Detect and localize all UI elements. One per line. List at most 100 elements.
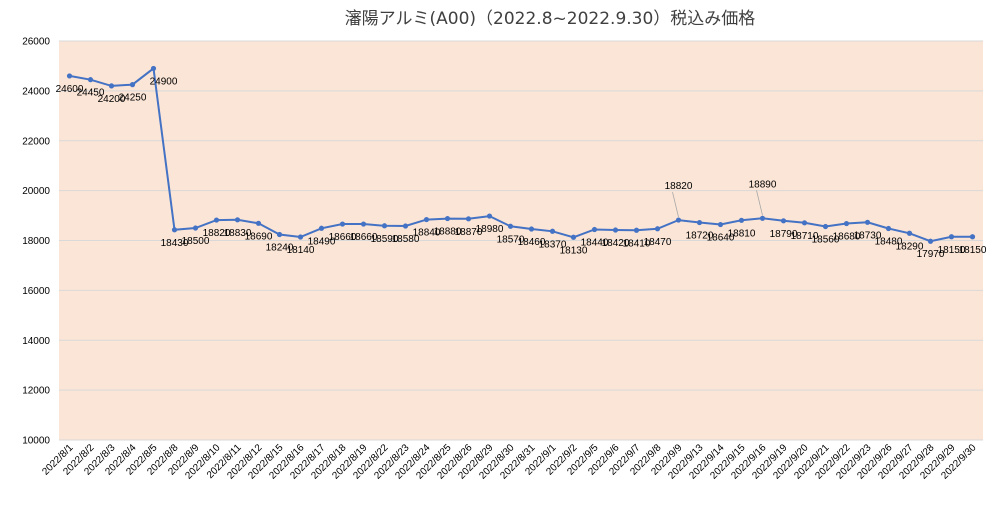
y-axis: 10000 12000 14000 16000 18000 20000 22000 24000… (22, 37, 50, 447)
data-point (381, 223, 388, 229)
data-point (948, 234, 955, 240)
data-point (633, 227, 640, 233)
data-label: 18720 (686, 231, 714, 242)
data-point (66, 73, 73, 79)
leader-line (672, 191, 679, 218)
data-label: 24900 (150, 76, 178, 87)
data-point (927, 238, 934, 244)
data-label: 18570 (497, 234, 525, 245)
data-label: 24600 (56, 84, 84, 95)
data-label: 24450 (77, 88, 105, 99)
data-point (318, 225, 325, 231)
data-point (549, 228, 556, 234)
data-label: 18500 (182, 236, 210, 247)
data-points (66, 65, 976, 244)
data-point (696, 219, 703, 226)
y-tick-label: 18000 (22, 236, 50, 247)
data-point (108, 83, 115, 89)
data-label: 18430 (161, 238, 189, 249)
series-line (69, 66, 973, 243)
data-point (486, 213, 493, 219)
data-label: 18810 (728, 228, 756, 239)
data-label: 18660 (350, 232, 378, 243)
data-point (654, 226, 661, 232)
chart-title: 瀋陽アルミ(A00)（2022.8~2022.9.30）税込み価格 (345, 9, 756, 29)
data-label: 18490 (308, 236, 336, 247)
data-point (213, 217, 220, 223)
data-point (906, 230, 913, 236)
data-label: 18820 (203, 228, 231, 239)
data-label: 18290 (896, 241, 924, 252)
data-label: 18640 (707, 233, 735, 244)
data-point (780, 218, 787, 224)
x-axis: 2022/8/12022/8/22022/8/32022/8/42022/8/5… (40, 442, 979, 482)
y-tick-label: 10000 (22, 436, 50, 447)
data-label: 18840 (413, 228, 441, 239)
data-label: 18870 (455, 227, 483, 238)
data-point (843, 220, 850, 227)
data-label: 18590 (371, 234, 399, 245)
leader-line (756, 190, 763, 216)
data-label: 18440 (581, 238, 609, 249)
data-point (591, 226, 598, 233)
data-label: 18140 (287, 245, 315, 256)
data-point (822, 223, 829, 230)
data-point (528, 226, 535, 232)
data-label: 18480 (875, 237, 903, 248)
data-point (675, 217, 682, 223)
data-labels: 2460024450242002425024900184301850018820… (56, 76, 987, 260)
data-point (129, 82, 136, 88)
data-label: 18580 (392, 234, 420, 245)
data-point (444, 215, 451, 222)
data-point (150, 65, 157, 72)
data-label: 18150 (959, 245, 987, 256)
data-label: 18370 (539, 239, 567, 250)
data-label: 18830 (224, 228, 252, 239)
y-tick-label: 12000 (22, 386, 50, 397)
data-point (738, 217, 745, 223)
y-tick-label: 26000 (22, 37, 50, 48)
data-label: 18890 (749, 179, 777, 190)
data-label: 18460 (518, 237, 546, 248)
data-label: 24200 (98, 94, 126, 105)
data-label: 18880 (434, 227, 462, 238)
data-point (297, 234, 304, 240)
data-label: 18150 (938, 245, 966, 256)
data-point (423, 216, 430, 223)
data-label: 18790 (770, 229, 798, 240)
data-point (885, 225, 892, 232)
y-tick-label: 22000 (22, 136, 50, 147)
data-label: 18980 (476, 224, 504, 235)
data-label: 18660 (329, 232, 357, 243)
data-point (759, 215, 766, 221)
data-point (717, 221, 724, 228)
y-tick-label: 24000 (22, 86, 50, 97)
y-tick-label: 20000 (22, 186, 50, 197)
data-label: 18680 (833, 232, 861, 243)
data-point (192, 225, 199, 231)
data-label: 18560 (812, 235, 840, 246)
data-point (339, 221, 346, 227)
data-point (864, 219, 871, 225)
data-label: 24250 (119, 93, 147, 104)
data-label: 18240 (266, 243, 294, 254)
data-point (171, 227, 178, 233)
data-label: 18690 (245, 231, 273, 242)
data-label: 18410 (623, 238, 651, 249)
y-tick-label: 16000 (22, 286, 50, 297)
data-label: 18710 (791, 231, 819, 242)
data-point (969, 234, 976, 240)
data-point (465, 216, 472, 222)
data-point (801, 220, 808, 226)
y-tick-label: 14000 (22, 336, 50, 347)
data-point (87, 77, 94, 83)
data-point (360, 221, 367, 227)
data-point (612, 227, 619, 233)
data-label: 18730 (854, 230, 882, 241)
data-point (507, 223, 514, 229)
data-point (255, 220, 262, 226)
data-label: 17970 (917, 249, 945, 260)
data-point (234, 217, 241, 223)
data-label: 18820 (665, 181, 693, 192)
